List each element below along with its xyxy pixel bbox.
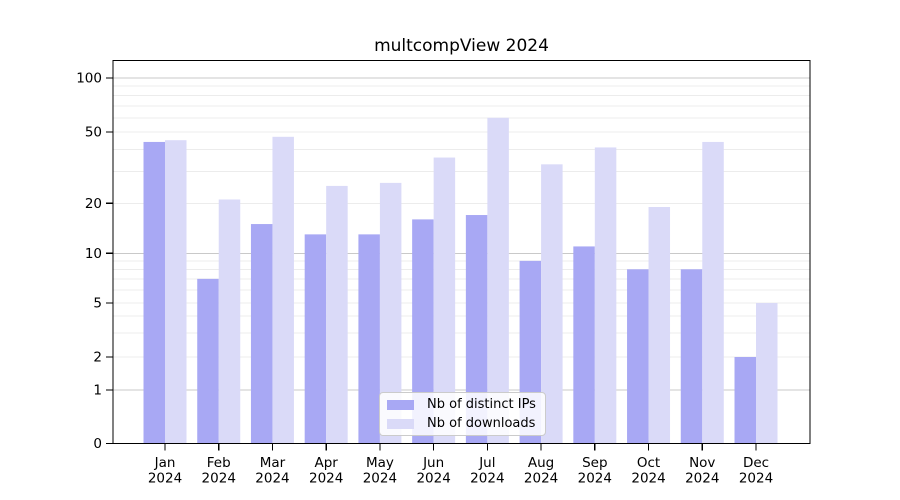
y-tick-label: 100 [76,71,102,87]
x-tick-year: 2024 [470,471,504,487]
legend-label-downloads: Nb of downloads [427,416,536,431]
x-tick-year: 2024 [363,471,397,487]
x-tick-year: 2024 [202,471,236,487]
legend-item-distinct-ips: Nb of distinct IPs [387,397,545,412]
legend-item-downloads: Nb of downloads [387,416,545,431]
y-tick-label: 1 [93,383,102,399]
x-tick-year: 2024 [309,471,343,487]
bars [143,117,778,444]
y-tick-label: 5 [93,296,102,312]
x-tick-month: Jul [478,455,495,471]
bar-jun-distinct-ips [412,219,434,444]
x-tick-month: Aug [528,455,554,471]
bar-mar-distinct-ips [250,224,273,444]
x-tick-year: 2024 [631,471,665,487]
x-tick-year: 2024 [739,471,773,487]
legend-swatch-downloads [387,418,414,429]
x-tick-month: Sep [582,455,607,471]
bar-oct-distinct-ips [627,269,649,444]
x-axis: Jan2024Feb2024Mar2024Apr2024May2024Jun20… [148,443,773,487]
x-tick-year: 2024 [685,471,719,487]
y-tick-label: 50 [85,125,102,141]
bar-sep-downloads [594,147,617,444]
x-tick-year: 2024 [578,471,612,487]
bar-nov-distinct-ips [680,269,703,444]
x-tick-year: 2024 [255,471,289,487]
plot-border [112,59,811,445]
x-tick-month: May [366,455,394,471]
bar-mar-downloads [272,136,294,444]
bar-feb-downloads [218,199,241,444]
bar-nov-downloads [702,141,724,444]
bar-dec-distinct-ips [734,357,756,444]
bar-dec-downloads [756,303,778,444]
bar-oct-downloads [648,207,671,444]
x-tick-year: 2024 [416,471,450,487]
bar-apr-downloads [326,185,348,444]
x-tick-year: 2024 [148,471,182,487]
x-tick-month: Feb [207,455,231,471]
bar-jul-downloads [487,117,509,444]
y-tick-label: 2 [93,350,102,366]
x-tick-month: Mar [260,455,286,471]
bar-jun-downloads [433,157,456,444]
x-tick-month: Jun [422,455,444,471]
bar-jan-distinct-ips [143,141,165,444]
bar-jul-distinct-ips [465,215,488,444]
y-tick-label: 0 [93,436,102,452]
x-tick-month: Apr [315,455,339,471]
legend-label-distinct-ips: Nb of distinct IPs [427,397,536,412]
x-tick-month: Oct [637,455,660,471]
bar-may-downloads [379,182,402,444]
bar-may-distinct-ips [358,234,380,444]
y-tick-label: 20 [85,196,102,212]
bar-apr-distinct-ips [304,234,327,444]
bar-feb-distinct-ips [197,278,219,444]
bar-aug-downloads [541,164,563,444]
x-tick-month: Nov [689,455,715,471]
legend-swatch-distinct-ips [387,399,414,410]
x-tick-month: Dec [743,455,769,471]
x-tick-year: 2024 [524,471,558,487]
y-tick-label: 10 [85,246,102,262]
bar-sep-distinct-ips [573,246,595,444]
x-tick-month: Jan [154,455,176,471]
chart-title: multcompView 2024 [374,36,549,56]
legend: Nb of distinct IPs Nb of downloads [379,392,546,436]
bar-jan-downloads [165,140,187,444]
